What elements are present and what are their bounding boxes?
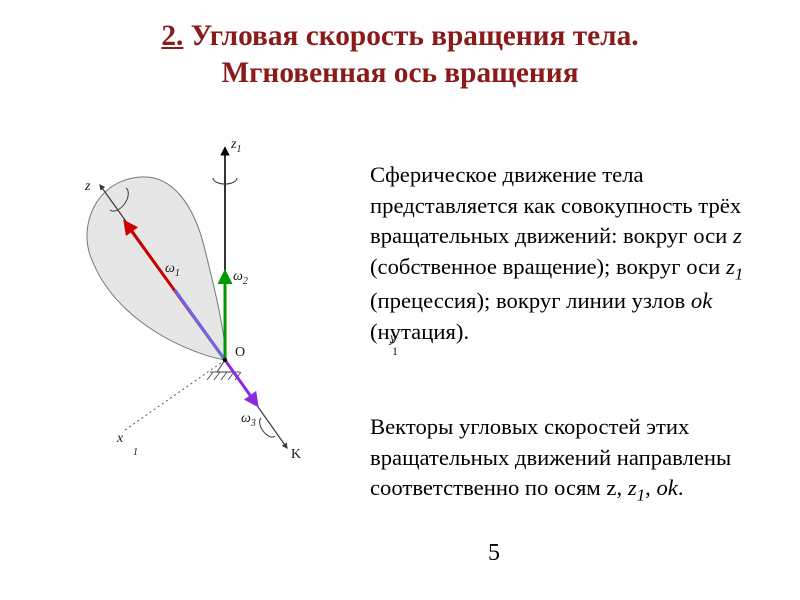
vector-omega3-purple (225, 360, 257, 405)
diagram-svg: z1 z O K x 1 ω1 ω2 ω3 (55, 130, 355, 470)
title-number: 2. (161, 20, 183, 52)
page-number: 5 (488, 540, 500, 567)
label-x-sub: 1 (133, 447, 138, 458)
p2-c1: , (616, 475, 627, 500)
label-x: x (116, 431, 124, 446)
diagram-euler-angles: z1 z O K x 1 ω1 ω2 ω3 (55, 130, 355, 470)
label-O: O (235, 345, 245, 360)
stray-label-1: 1 (392, 344, 398, 359)
p1-t2: (прецессия); вокруг линии узлов (370, 288, 691, 313)
p2-ok: ok (656, 475, 677, 500)
label-z1: z1 (230, 137, 241, 155)
paragraph-2: Векторы угловых скоростей этих вращатель… (370, 412, 770, 508)
label-K: K (291, 447, 301, 462)
p1-t0: Сферическое движение тела представляется… (370, 162, 741, 248)
p1-t1: (собственное вращение); вокруг оси (370, 254, 726, 279)
p2-t1: . (678, 475, 684, 500)
label-z: z (84, 179, 91, 194)
p2-z: z (606, 475, 616, 500)
paragraph-1: Сферическое движение тела представляется… (370, 160, 770, 347)
label-omega3: ω3 (241, 411, 256, 429)
axis-x1-dotted (125, 360, 225, 430)
p1-z: z (733, 223, 742, 248)
slide-title: 2. Угловая скорость вращения тела. Мгнов… (0, 18, 800, 91)
p2-z1: z1 (628, 475, 645, 500)
label-omega2: ω2 (233, 269, 248, 287)
p1-z1: z1 (726, 254, 743, 279)
p1-ok: ok (691, 288, 712, 313)
title-line1: Угловая скорость вращения тела. (183, 20, 638, 52)
title-line2: Мгновенная ось вращения (221, 57, 578, 89)
p2-c2: , (645, 475, 656, 500)
p1-t3: (нутация). (370, 319, 469, 344)
origin-point (223, 358, 227, 362)
